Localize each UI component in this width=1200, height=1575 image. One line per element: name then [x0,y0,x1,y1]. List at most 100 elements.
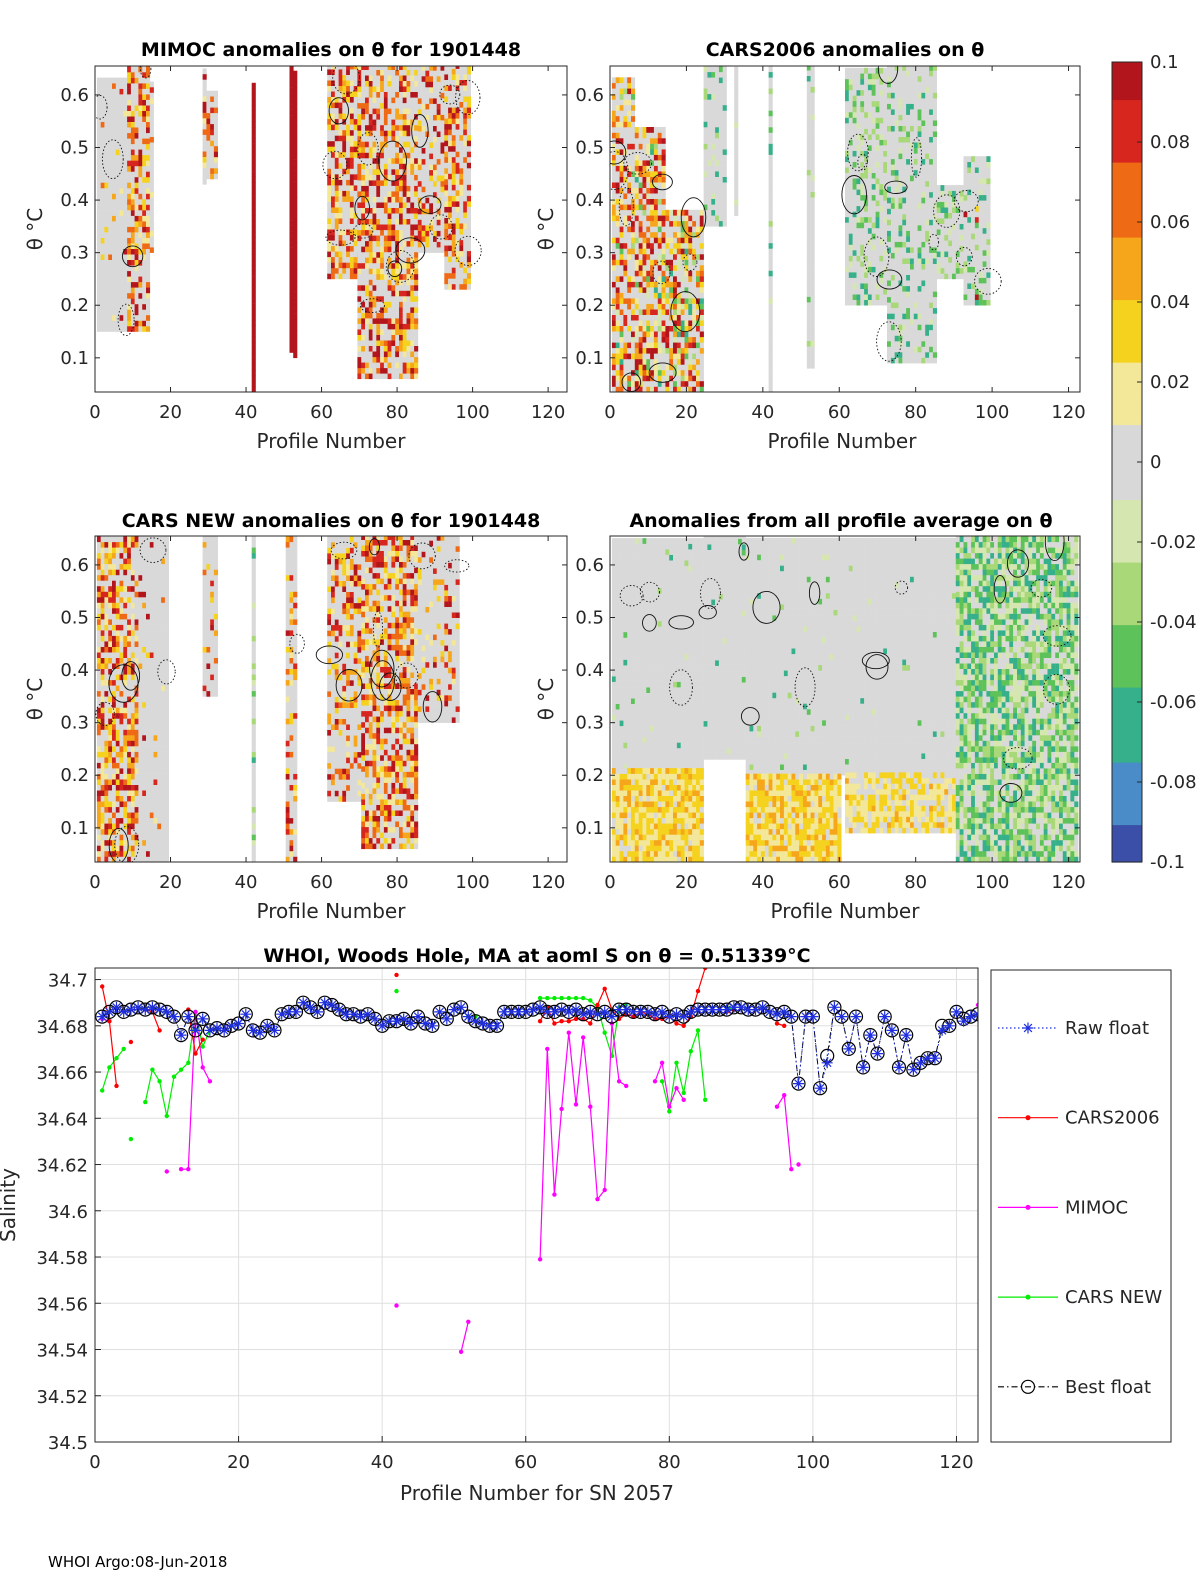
heatmap-cell [848,205,853,212]
heatmap-cell [142,188,147,194]
heatmap-cell [810,213,815,220]
heatmap-cell [631,336,636,343]
heatmap-cell [202,156,207,163]
heatmap-cell [890,263,895,270]
heatmap-cell [399,213,404,219]
heatmap-cell [852,101,857,107]
heatmap-cell [421,103,426,110]
heatmap-cell [119,270,124,277]
heatmap-cell [108,315,113,321]
heatmap-cell [463,101,468,108]
heatmap-cell [112,270,117,277]
heatmap-cell [338,185,343,191]
heatmap-cell [676,381,681,387]
heatmap-cell [444,228,449,235]
heatmap-cell [112,315,117,321]
heatmap-cell [688,231,693,238]
heatmap-cell [611,149,616,155]
heatmap-cell [883,145,888,151]
heatmap-cell [623,160,628,166]
heatmap-cell [887,236,892,242]
heatmap-cell [115,309,120,316]
heatmap-cell [715,93,720,100]
heatmap-cell [627,127,632,133]
heatmap-cell [856,294,861,300]
heatmap-cell [410,312,415,319]
heatmap-cell [623,265,628,271]
heatmap-cell [406,334,411,341]
heatmap-cell [108,232,113,238]
heatmap-cell [104,232,109,238]
panel-mimoc-title: MIMOC anomalies on θ for 1901448 [141,39,521,61]
heatmap-cell [848,112,853,118]
heatmap-cell [459,217,464,224]
heatmap-cell [611,369,616,376]
heatmap-cell [845,288,850,295]
heatmap-cell [119,199,124,205]
heatmap-cell [108,99,113,106]
heatmap-cell [673,215,678,222]
heatmap-cell [391,312,396,319]
heatmap-cell [357,224,362,231]
heatmap-cell [338,135,343,142]
heatmap-cell [673,375,678,382]
heatmap-cell [661,143,666,150]
heatmap-cell [894,346,899,353]
heatmap-cell [688,375,693,382]
heatmap-cell [627,242,632,249]
heatmap-cell [436,81,441,88]
heatmap-cell [353,113,358,120]
heatmap-cell [619,182,624,188]
heatmap-cell [365,147,370,153]
heatmap-cell [349,129,354,136]
heatmap-cell [436,169,441,176]
heatmap-cell [365,334,370,341]
heatmap-cell [138,99,143,106]
heatmap-cell [463,283,468,290]
heatmap-cell [692,209,697,216]
contour-line [378,140,407,182]
heatmap-cell [202,118,207,124]
heatmap-cell [100,199,105,205]
heatmap-cell [688,358,693,365]
heatmap-cell [455,250,460,257]
heatmap-cell [383,274,388,280]
heatmap-cell [421,169,426,176]
heatmap-cell [619,276,624,282]
heatmap-cell [251,242,256,249]
heatmap-cell [459,184,464,191]
heatmap-cell [642,198,647,205]
heatmap-cell [391,191,396,197]
heatmap-cell [619,226,624,233]
heatmap-cell [848,266,853,273]
heatmap-cell [410,130,415,137]
heatmap-cell [451,157,456,163]
heatmap-cell [108,110,113,117]
heatmap-cell [123,83,128,89]
heatmap-cell [451,245,456,252]
heatmap-cell [104,149,109,156]
heatmap-cell [399,158,404,164]
heatmap-cell [459,283,464,290]
heatmap-cell [715,66,720,73]
heatmap-cell [387,113,392,120]
heatmap-cell [365,373,370,380]
heatmap-cell [202,123,207,130]
heatmap-cell [864,161,869,168]
heatmap-cell [615,325,620,332]
heatmap-cell [684,287,689,293]
heatmap-cell [395,75,400,81]
heatmap-cell [387,345,392,352]
heatmap-cell [119,188,124,194]
heatmap-cell [425,103,430,110]
heatmap-cell [146,303,151,310]
heatmap-cell [425,81,430,88]
heatmap-cell [138,88,143,95]
heatmap-cell [848,67,853,74]
heatmap-cell [414,268,419,275]
heatmap-cell [715,132,720,139]
heatmap-cell [406,224,411,231]
heatmap-cell [875,227,880,234]
heatmap-cell [334,69,339,75]
heatmap-cell [368,246,373,253]
